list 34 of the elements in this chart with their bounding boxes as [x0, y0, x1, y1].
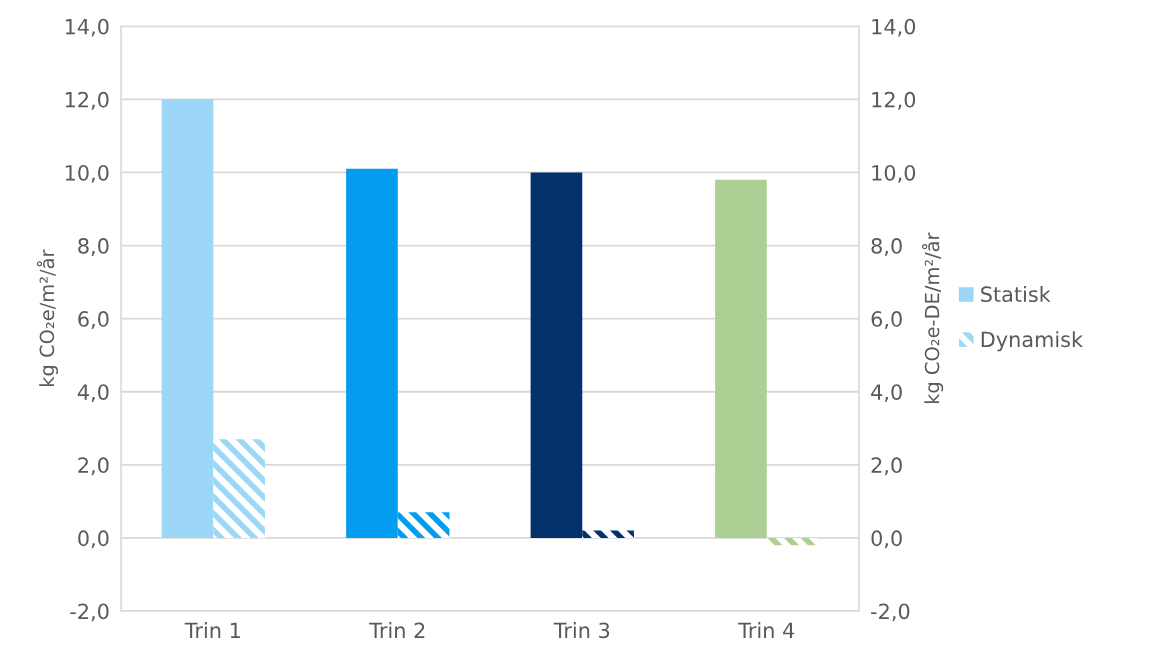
y-axis-title: kg CO₂e/m²/år — [36, 249, 59, 386]
y-tick-label: 10,0 — [65, 164, 109, 183]
y2-tick-label: 12,0 — [872, 91, 916, 110]
y-tick-label: 4,0 — [77, 384, 109, 403]
bar — [766, 537, 819, 546]
y-tick-label: 2,0 — [78, 457, 109, 476]
bar — [397, 512, 450, 538]
y2-tick-label: 6,0 — [871, 311, 902, 329]
x-tick-label: Trin 4 — [738, 622, 795, 638]
y2-tick-label: 14,0 — [872, 18, 916, 37]
bar — [346, 168, 398, 538]
x-tick-label: Trin 1 — [184, 622, 240, 638]
bar — [161, 99, 214, 538]
y2-axis-title: kg CO₂e-DE/m²/år — [922, 232, 944, 404]
y2-tick-label: -2,0 — [871, 603, 910, 622]
bar — [715, 179, 767, 538]
y2-tick-label: 10,0 — [872, 164, 916, 183]
y2-tick-label: 4,0 — [871, 384, 902, 403]
x-tick-label: Trin 2 — [369, 622, 425, 638]
bar — [530, 172, 583, 538]
y-tick-label: 14,0 — [65, 18, 109, 37]
y2-tick-label: 0,0 — [871, 530, 902, 549]
y-tick-label: 6,0 — [78, 311, 109, 329]
bar — [582, 530, 634, 538]
y2-tick-label: 2,0 — [871, 457, 902, 476]
y-tick-label: -2,0 — [70, 603, 109, 622]
legend-label: Dynamisk — [981, 331, 1084, 352]
legend-label: Statisk — [981, 285, 1051, 303]
bar — [213, 439, 265, 538]
y-tick-label: 12,0 — [65, 91, 109, 110]
y2-tick-label: 8,0 — [871, 238, 902, 256]
y-tick-label: 0,0 — [78, 530, 109, 549]
y-tick-label: 8,0 — [78, 238, 109, 256]
x-tick-label: Trin 3 — [553, 622, 610, 639]
